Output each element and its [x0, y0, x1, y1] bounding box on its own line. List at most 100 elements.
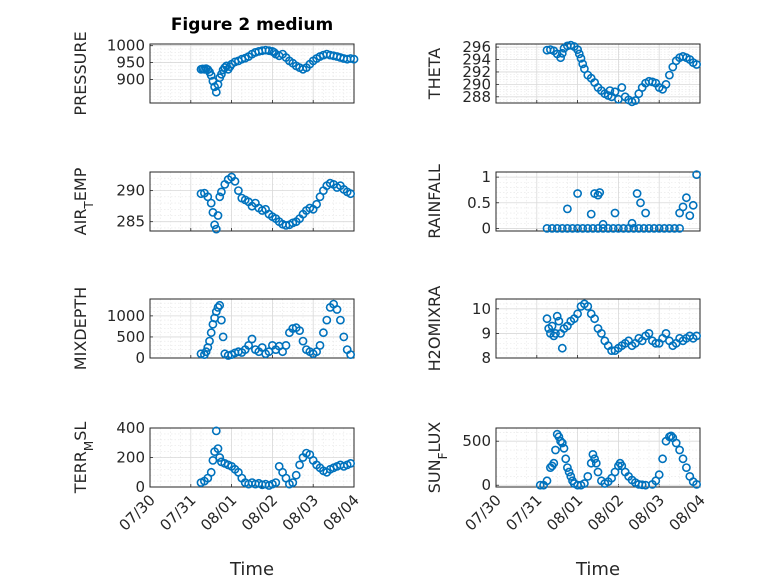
data-point	[213, 211, 223, 220]
data-point	[318, 328, 328, 338]
data-point	[608, 223, 618, 233]
data-point	[597, 328, 606, 338]
data-point	[651, 338, 661, 348]
data-point	[196, 189, 206, 199]
y-tick-label: 8	[481, 349, 491, 367]
data-point	[617, 83, 627, 92]
data-point	[632, 189, 642, 198]
subplot-sun-flux: 0 500 SUNFLUX 07/3007/3108/0108/0208/0308/0…	[425, 422, 709, 580]
data-point	[654, 470, 664, 480]
data-point	[215, 453, 225, 462]
y-tick-label: 0	[481, 476, 491, 494]
data-point	[641, 208, 650, 218]
data-point	[215, 300, 225, 310]
data-point	[598, 223, 608, 233]
data-point	[670, 223, 679, 233]
data-point	[244, 340, 253, 350]
data-point	[335, 315, 345, 325]
data-point	[636, 198, 645, 208]
y-tick-label: 9	[481, 324, 491, 342]
data-point	[595, 188, 605, 197]
data-point	[619, 223, 628, 233]
data-point	[295, 326, 304, 335]
data-point	[196, 349, 206, 359]
y-tick-label: 292	[462, 63, 491, 81]
data-point	[312, 199, 321, 209]
y-tick-label: 950	[116, 54, 145, 72]
data-point	[315, 340, 325, 350]
data-point	[688, 200, 698, 210]
data-point	[614, 223, 623, 233]
data-point	[216, 187, 226, 197]
data-point	[591, 458, 601, 468]
data-point	[216, 69, 226, 79]
data-point	[535, 480, 545, 490]
data-point	[556, 53, 565, 63]
data-point	[574, 49, 584, 59]
data-point	[271, 478, 281, 487]
data-point	[598, 219, 608, 229]
data-point	[678, 202, 688, 212]
data-point	[557, 48, 567, 58]
x-tick-label: 08/04	[666, 491, 709, 534]
data-point	[346, 350, 355, 359]
y-axis-label: TERRMSL	[71, 422, 96, 495]
data-point	[549, 458, 559, 468]
data-point	[678, 454, 688, 464]
data-point	[218, 332, 228, 342]
data-point	[639, 223, 649, 233]
data-point	[346, 458, 355, 468]
subplot-h2omixra: 8 9 10 H2OMIXRA	[425, 286, 701, 372]
y-axis-label: H2OMIXRA	[425, 286, 444, 372]
data-point	[692, 60, 701, 69]
data-point	[580, 479, 589, 488]
y-axis-label: RAINFALL	[425, 164, 444, 239]
data-point	[576, 53, 586, 63]
x-tick-label: 08/03	[625, 491, 668, 534]
data-point	[210, 220, 219, 230]
y-axis-label: AIRTEMP	[71, 167, 96, 235]
data-point	[346, 54, 355, 63]
data-point	[682, 463, 691, 472]
y-tick-label: 500	[116, 328, 145, 346]
data-point	[216, 315, 226, 325]
y-tick-label: 0	[135, 478, 145, 496]
data-point	[542, 223, 552, 233]
data-point	[547, 321, 557, 331]
data-point	[568, 223, 577, 233]
data-point	[551, 445, 560, 455]
data-point	[644, 328, 654, 338]
data-point	[264, 46, 274, 56]
data-point	[213, 444, 223, 453]
data-point	[281, 340, 291, 350]
y-axis-label: MIXDEPTH	[71, 287, 90, 370]
data-point	[288, 478, 298, 487]
axes-box	[495, 171, 701, 232]
data-point	[583, 223, 593, 233]
data-point	[557, 438, 567, 448]
data-point	[682, 193, 691, 203]
data-point	[211, 224, 221, 234]
data-point	[556, 436, 565, 446]
data-point	[637, 480, 647, 490]
x-tick-label: 07/31	[502, 491, 545, 534]
data-point	[563, 223, 572, 233]
x-tick-label: 08/01	[197, 491, 240, 534]
x-tick-label: 08/01	[543, 491, 586, 534]
data-point	[627, 218, 637, 228]
data-point	[654, 223, 664, 233]
x-tick-label: 07/30	[116, 491, 159, 534]
x-axis-label: Time	[229, 559, 274, 580]
data-point	[322, 315, 332, 325]
data-point	[332, 305, 342, 314]
data-point	[659, 223, 669, 233]
data-point	[593, 467, 603, 477]
data-point	[206, 198, 216, 208]
data-point	[542, 314, 552, 324]
x-tick-label: 08/03	[279, 491, 322, 534]
y-tick-label: 294	[462, 51, 491, 69]
